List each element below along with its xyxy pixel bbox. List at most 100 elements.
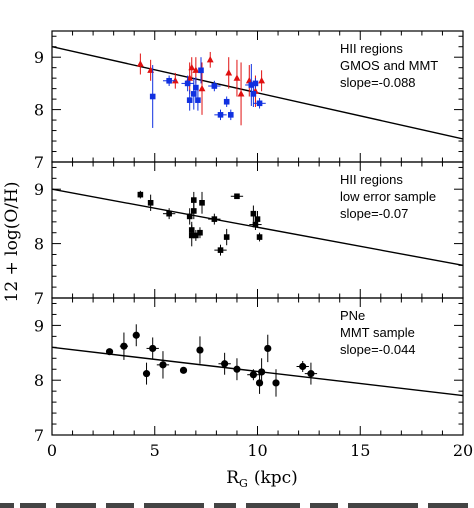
circle-marker	[179, 366, 188, 374]
panel-2: 7 8 9 HII regions low error sample slope=-0.0…	[34, 161, 464, 308]
x-tick-label: 0	[47, 441, 57, 460]
triangle-marker	[237, 90, 245, 97]
square-marker	[199, 200, 205, 206]
triangle-marker	[225, 69, 233, 76]
panel-1-data-point	[223, 96, 230, 107]
square-marker	[252, 80, 259, 87]
triangle-marker	[171, 76, 179, 84]
x-axis-title-unit: (kpc)	[254, 468, 298, 488]
panel-1-annotation-line: slope=-0.088	[340, 75, 416, 90]
panel-1: 7 8 9 HII regions GMOS and MMT slope=-0.088	[34, 30, 464, 172]
cropped-caption-glyphs	[0, 503, 468, 508]
square-marker	[195, 97, 201, 103]
panel-2-data-point	[186, 208, 193, 225]
square-marker	[166, 210, 172, 217]
circle-marker	[233, 365, 241, 373]
panel-3-data-point	[258, 358, 266, 386]
panel-2-data-point	[147, 194, 154, 211]
square-marker	[217, 112, 224, 118]
square-marker	[186, 97, 193, 103]
panel-1-y-tick-label: 7	[34, 153, 44, 172]
panel-1-data-point	[253, 98, 266, 109]
panel-1-data-point	[193, 77, 199, 99]
triangle-marker	[188, 63, 196, 71]
triangle-marker	[206, 56, 214, 63]
panel-1-data-point	[250, 80, 257, 107]
square-marker	[149, 93, 156, 100]
panel-3-data-point	[247, 369, 260, 381]
square-marker	[197, 229, 203, 236]
panel-2-annotation-line: HII regions	[340, 172, 403, 187]
panel-3-y-tick-label: 8	[34, 371, 44, 390]
circle-marker	[142, 370, 151, 378]
panel-1-annotation-line: HII regions	[340, 41, 403, 56]
circle-marker	[272, 379, 280, 387]
panel-3: 7 8 9 PNe MMT sample slope=-0.044 0 5 10 15 20	[34, 297, 473, 460]
panel-2-series-1	[137, 190, 263, 256]
panel-2-data-point	[214, 244, 227, 256]
x-tick-label: 15	[350, 441, 370, 460]
panel-1-data-point	[214, 109, 227, 121]
circle-marker	[149, 344, 157, 353]
square-marker	[190, 208, 197, 214]
panel-1-series-2	[149, 57, 266, 128]
circle-marker	[196, 346, 204, 354]
circle-marker	[159, 361, 167, 369]
panel-3-annotation-line: MMT sample	[340, 325, 415, 340]
panel-3-data-point	[119, 332, 129, 360]
circle-marker	[264, 344, 272, 353]
panel-1-y-tick-label: 8	[34, 101, 44, 120]
panel-2-data-point	[188, 224, 195, 247]
square-marker	[248, 82, 255, 88]
square-marker	[234, 193, 240, 200]
panel-2-data-point	[254, 210, 261, 228]
panel-1-data-point	[195, 89, 201, 111]
panel-3-data-point	[233, 358, 241, 381]
panel-2-data-point	[197, 227, 203, 239]
panel-2-y-tick-label: 7	[34, 289, 44, 308]
square-marker	[252, 221, 259, 228]
panel-3-data-point	[156, 351, 170, 379]
square-marker	[193, 84, 199, 91]
panel-3-data-point	[196, 336, 204, 364]
panel-2-annotation-line: low error sample	[340, 189, 436, 204]
x-tick-label: 5	[150, 441, 160, 460]
panel-1-annotation-line: GMOS and MMT	[340, 58, 438, 73]
panel-1-data-point	[190, 78, 197, 110]
y-axis-title: 12 + log(O/H)	[2, 182, 22, 303]
panel-3-data-point	[218, 352, 231, 375]
square-marker	[223, 234, 230, 240]
panel-2-data-point	[137, 190, 144, 199]
x-axis-title-subscript: G	[239, 477, 248, 490]
panel-3-data-point	[132, 324, 140, 347]
panel-2-data-point	[256, 232, 263, 242]
triangle-marker	[198, 84, 206, 92]
square-marker	[211, 83, 218, 89]
square-marker	[184, 80, 191, 87]
square-marker	[250, 91, 257, 97]
panel-2-data-point	[223, 228, 230, 246]
panel-1-data-point	[186, 89, 193, 111]
panel-1-data-point	[149, 65, 156, 128]
panel-2-data-point	[162, 208, 176, 220]
panel-2-data-point	[208, 213, 221, 225]
x-tick-label: 20	[453, 441, 473, 460]
circle-marker	[120, 342, 128, 350]
triangle-marker	[258, 76, 266, 84]
cropped-caption-strip	[0, 496, 474, 508]
x-axis-title-symbol: R	[226, 468, 240, 488]
panel-1-data-point	[206, 51, 214, 68]
panel-3-data-point	[272, 369, 280, 397]
panel-3-annotation-line: PNe	[340, 308, 365, 323]
square-marker	[137, 191, 144, 198]
panel-3-data-point	[296, 361, 309, 372]
panel-3-frame	[51, 297, 464, 436]
circle-marker	[307, 370, 315, 378]
triangle-marker	[136, 60, 144, 67]
panel-3-data-point	[142, 362, 151, 385]
panel-3-y-tick-label: 7	[34, 426, 44, 445]
panel-2-data-point	[230, 193, 244, 200]
panel-2-y-tick-label: 9	[34, 180, 44, 199]
panel-3-data-point	[264, 334, 272, 363]
circle-marker	[221, 360, 229, 368]
